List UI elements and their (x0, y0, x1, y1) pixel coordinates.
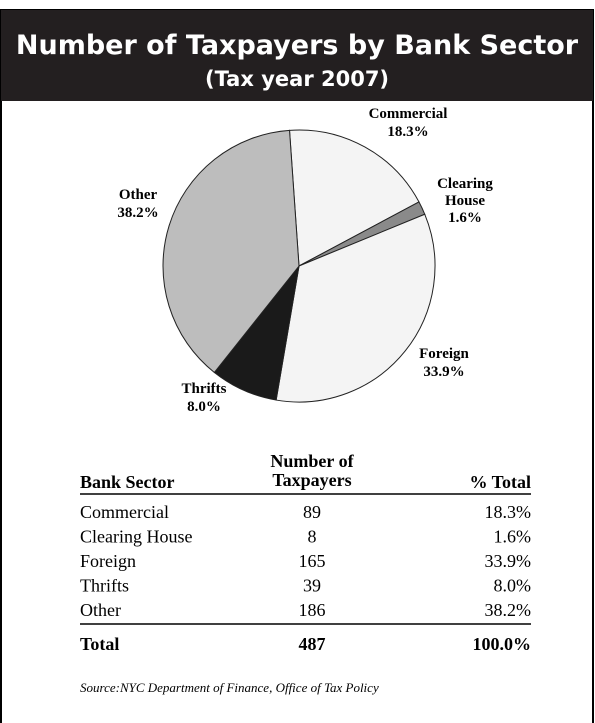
chart-title: Number of Taxpayers by Bank Sector (16, 30, 579, 61)
slice-value-label: 1.6% (448, 210, 482, 226)
slice-label: Foreign (419, 346, 469, 362)
slice-value-label: 8.0% (187, 399, 221, 415)
slice-label: Other (119, 187, 158, 203)
slice-label: Thrifts (182, 381, 227, 397)
table-percent: 38.2% (485, 600, 532, 620)
table-sector: Other (80, 600, 121, 620)
slice-label: Commercial (369, 106, 448, 122)
slice-value-label: 18.3% (387, 124, 428, 140)
slice-value-label: 33.9% (423, 364, 464, 380)
table-sector: Commercial (80, 502, 169, 522)
pie-slice (275, 213, 436, 403)
table-percent: 1.6% (494, 527, 532, 547)
column-header: Bank Sector (80, 472, 175, 492)
source-note: Source:NYC Department of Finance, Office… (80, 680, 379, 695)
column-header: Number of Taxpayers (270, 451, 354, 490)
slice-label: Clearing House (437, 176, 493, 209)
pie-slice (288, 129, 420, 267)
header-band (1, 10, 593, 101)
total-count: 487 (299, 634, 326, 654)
table-percent: 33.9% (485, 551, 532, 571)
chart-subtitle: (Tax year 2007) (205, 67, 389, 91)
table-percent: 8.0% (494, 576, 532, 596)
table-sector: Clearing House (80, 527, 192, 547)
slice-value-label: 38.2% (117, 205, 158, 221)
table-count: 186 (299, 600, 326, 620)
table-count: 89 (303, 502, 321, 522)
table-sector: Thrifts (80, 576, 129, 596)
total-label: Total (80, 634, 119, 654)
table-count: 39 (303, 576, 321, 596)
table-count: 165 (299, 551, 326, 571)
pie-slice (162, 129, 300, 374)
total-percent: 100.0% (473, 634, 532, 654)
table-percent: 18.3% (485, 502, 532, 522)
table-sector: Foreign (80, 551, 136, 571)
column-header: % Total (469, 472, 531, 492)
table-count: 8 (308, 527, 317, 547)
